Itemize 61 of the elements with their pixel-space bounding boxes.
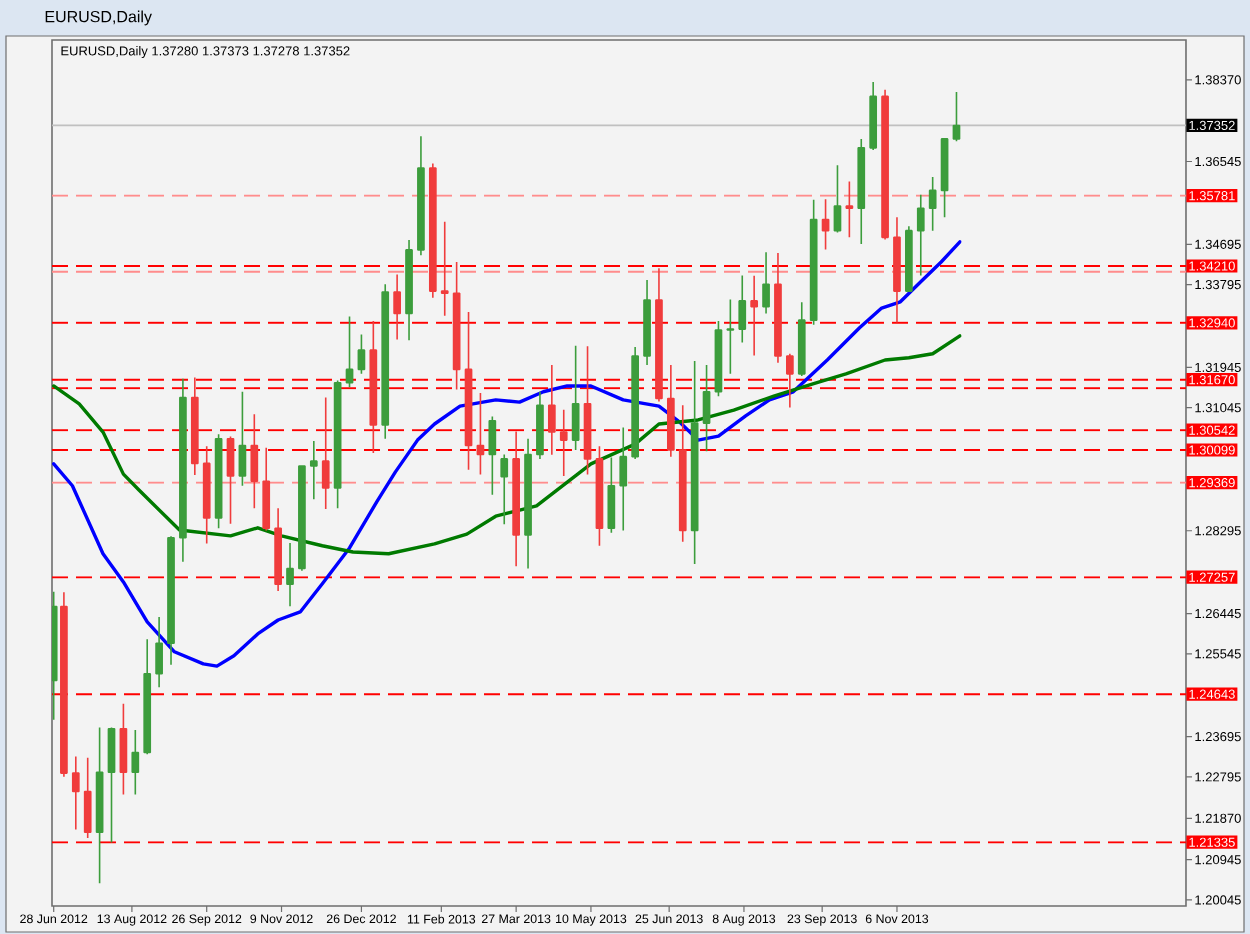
candlestick	[797, 301, 806, 377]
candlestick	[381, 283, 390, 440]
candlestick	[928, 176, 937, 232]
candlestick	[131, 729, 140, 796]
candlestick	[666, 364, 675, 458]
candlestick	[179, 377, 187, 563]
candlestick	[714, 320, 723, 398]
line-series	[52, 334, 962, 556]
candlestick	[881, 88, 889, 241]
candlestick	[83, 757, 92, 839]
candlestick	[440, 220, 449, 317]
candlestick	[333, 379, 342, 509]
candlestick	[405, 239, 413, 342]
candlestick	[167, 535, 175, 666]
candlestick	[262, 446, 271, 532]
candlestick	[428, 162, 437, 299]
candlestick	[786, 352, 794, 409]
candlestick	[500, 453, 509, 526]
candlestick	[536, 390, 544, 460]
candlestick	[547, 364, 556, 456]
candlestick	[809, 198, 818, 326]
candlestick	[202, 445, 211, 545]
candlestick	[369, 320, 378, 454]
candlestick	[60, 591, 68, 778]
candlestick	[309, 440, 318, 500]
candlestick	[52, 591, 58, 721]
candlestick	[298, 464, 306, 572]
candlestick	[869, 81, 878, 151]
candlestick	[905, 225, 913, 292]
candlestick	[690, 360, 699, 565]
candlestick	[559, 408, 568, 477]
chart-title: EURUSD,Daily	[45, 10, 152, 26]
candlestick	[488, 415, 497, 496]
candlestick	[393, 273, 401, 341]
candlestick	[286, 542, 294, 607]
candlestick	[631, 346, 640, 460]
candlestick	[857, 138, 866, 245]
candlestick	[678, 404, 687, 543]
candlestick	[321, 396, 330, 510]
candlestick	[155, 616, 163, 688]
candlestick	[738, 274, 747, 344]
candlestick	[274, 507, 282, 592]
candlestick	[607, 456, 616, 534]
candlestick	[214, 433, 223, 530]
candlestick	[524, 437, 532, 570]
candlestick	[250, 413, 259, 509]
candlestick	[774, 252, 782, 364]
candlestick	[417, 135, 425, 257]
candlestick	[893, 216, 901, 324]
candlestick	[571, 344, 580, 451]
candlestick	[190, 376, 199, 476]
candlestick	[750, 275, 759, 357]
line-series	[52, 240, 962, 668]
candlestick	[71, 755, 80, 831]
candlestick	[619, 426, 628, 532]
candlestick	[643, 279, 651, 366]
candlestick	[512, 430, 520, 568]
candlestick	[916, 194, 925, 277]
candlestick	[655, 267, 663, 403]
candlestick	[143, 638, 152, 756]
candlestick	[762, 251, 770, 315]
